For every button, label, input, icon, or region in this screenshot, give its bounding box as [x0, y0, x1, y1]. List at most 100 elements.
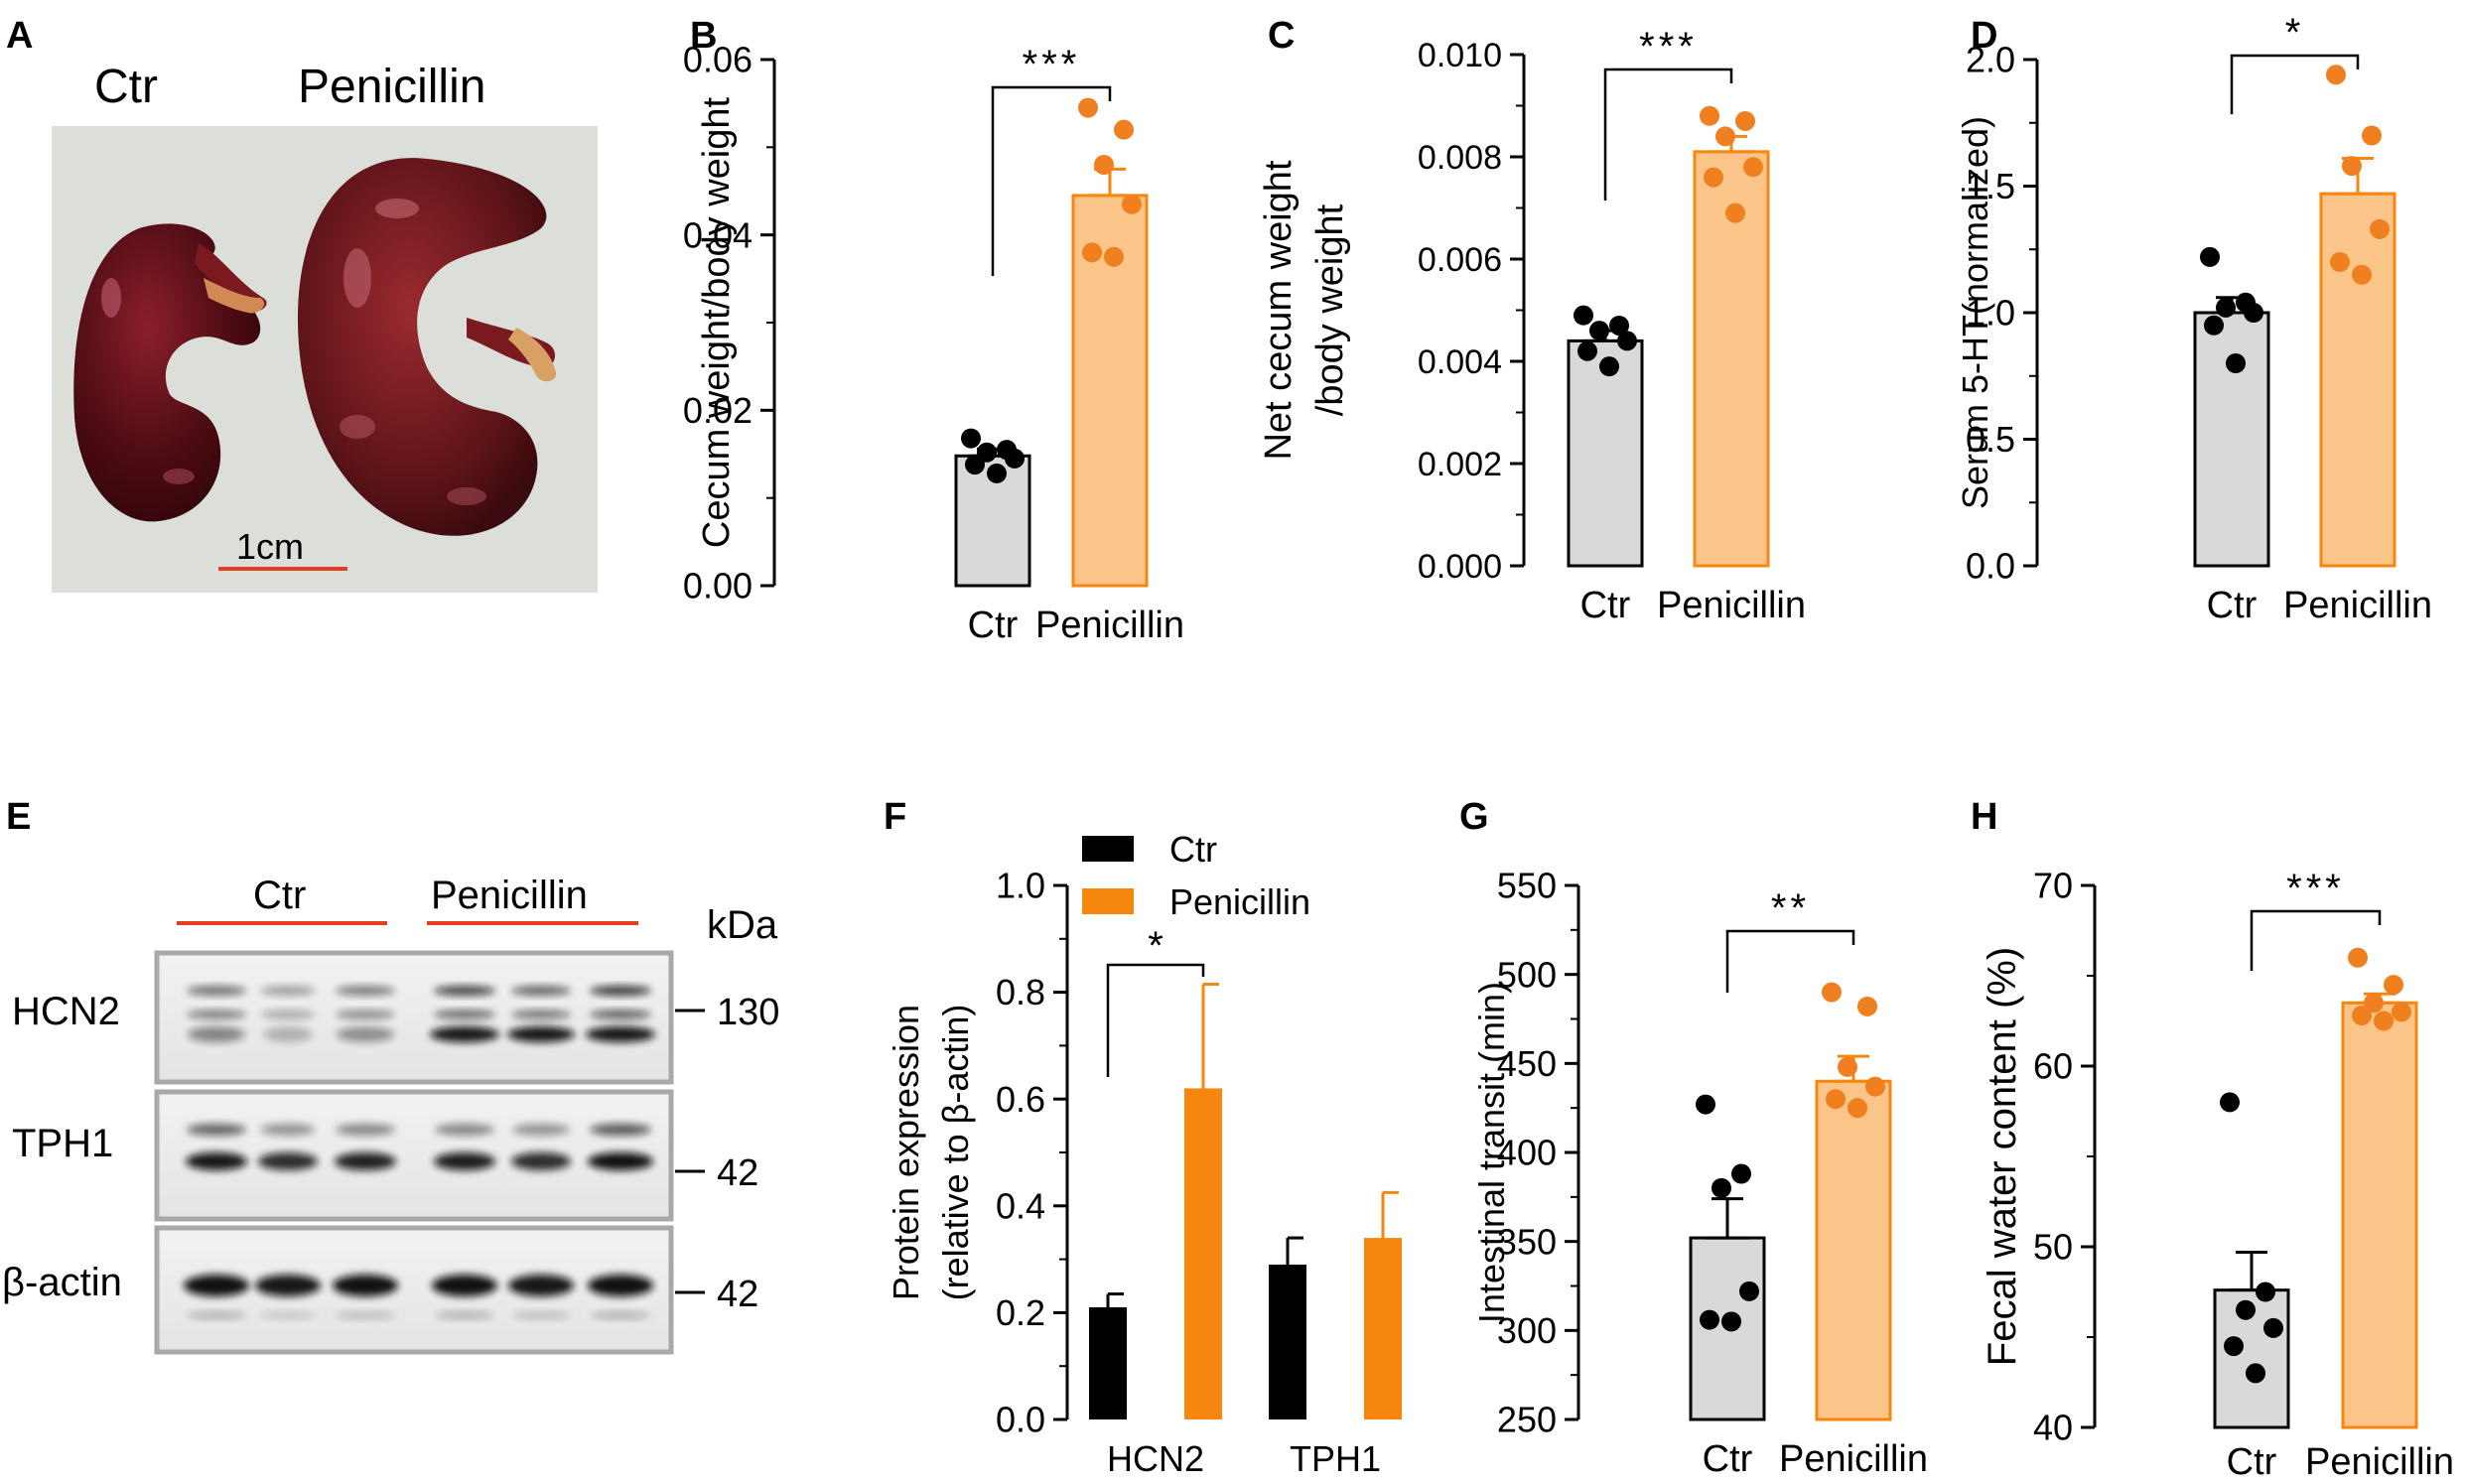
y-tick-label: 450 — [1497, 1043, 1557, 1084]
blot-band — [511, 1010, 571, 1019]
data-point-ctr — [2244, 303, 2263, 323]
blot-band — [188, 1026, 245, 1042]
blot-band — [434, 986, 495, 996]
y-axis-label: Net cecum weight — [1258, 160, 1300, 460]
panel-a-letter: A — [6, 15, 33, 57]
data-point-penicillin — [1700, 105, 1719, 126]
x-tick-label: Penicillin — [2283, 585, 2432, 626]
y-axis-label: (relative to β-actin) — [935, 1005, 976, 1301]
blot-band — [259, 1311, 317, 1319]
panel-c-letter: C — [1268, 15, 1295, 57]
data-point-penicillin — [2352, 1006, 2372, 1026]
y-tick-label: 0.02 — [683, 390, 753, 431]
blot-band — [432, 1275, 497, 1296]
blot-band — [590, 986, 651, 996]
panel-d-chart: D 0.0 0.5 1.0 1.5 2.0 Serum 5-HT(normalized) Ct… — [1955, 11, 2432, 626]
data-point-ctr — [1731, 1163, 1751, 1184]
data-point-penicillin — [1122, 194, 1142, 214]
data-point-penicillin — [2326, 65, 2346, 85]
blot-band — [336, 1124, 395, 1136]
significance-bracket — [991, 85, 1112, 276]
x-tick-label: Penicillin — [1035, 605, 1184, 646]
significance-stars: *** — [1639, 25, 1698, 68]
blot-protein-label: HCN2 — [12, 990, 120, 1033]
bar-penicillin — [2341, 1001, 2418, 1429]
y-tick-label: 0.8 — [996, 972, 1045, 1012]
data-point-ctr — [2204, 315, 2224, 336]
y-tick-label: 40 — [2033, 1408, 2073, 1448]
y-tick-label: 1.5 — [1966, 166, 2015, 206]
blot-ctr-label: Ctr — [253, 874, 306, 917]
y-tick-label: 0.00 — [683, 566, 753, 607]
data-point-ctr — [2256, 1282, 2275, 1302]
data-point-ctr — [1599, 356, 1619, 377]
data-point-ctr — [1696, 1094, 1715, 1115]
blot-band — [586, 1026, 655, 1042]
y-tick-label: 0.0 — [996, 1400, 1045, 1440]
y-tick-label: 350 — [1497, 1221, 1557, 1262]
data-point-ctr — [2263, 1317, 2283, 1338]
y-axis-label: Serum 5-HT(normalized) — [1955, 116, 1995, 509]
y-tick-label: 550 — [1497, 866, 1557, 906]
bar-penicillin — [2319, 192, 2397, 568]
significance-bracket — [1603, 67, 1733, 201]
blot-box — [154, 950, 674, 1085]
data-point-ctr — [1739, 1281, 1759, 1301]
blot-band — [511, 1152, 571, 1170]
data-point-penicillin — [2348, 947, 2368, 968]
y-axis-label: /body weight — [1309, 203, 1351, 416]
blot-band — [260, 986, 316, 996]
y-tick-label: 250 — [1497, 1400, 1557, 1440]
panel-c-chart: C 0.000 0.002 0.004 0.006 0.008 0.010 Net cecum… — [1258, 15, 1806, 626]
data-point-ctr — [2220, 1092, 2240, 1113]
x-tick-label: Ctr — [1580, 585, 1631, 626]
blot-box — [154, 1089, 674, 1222]
data-point-penicillin — [1743, 157, 1763, 178]
bar-ctr — [1269, 1264, 1306, 1419]
y-tick-label: 1.0 — [996, 866, 1045, 906]
y-tick-label: 500 — [1497, 954, 1557, 995]
data-point-ctr — [1721, 1311, 1741, 1332]
data-point-penicillin — [2370, 218, 2390, 239]
bar-ctr — [1089, 1307, 1127, 1419]
data-point-ctr — [1700, 1309, 1719, 1330]
blot-band — [187, 1311, 246, 1319]
marker-label: 42 — [717, 1274, 758, 1315]
blot-band — [435, 1124, 494, 1136]
blot-band — [258, 1152, 318, 1170]
panel-a: A Ctr Penicillin — [6, 15, 598, 593]
data-point-ctr — [2200, 246, 2220, 267]
data-point-ctr — [1577, 340, 1597, 361]
y-tick-label: 70 — [2033, 866, 2073, 906]
blot-band — [263, 1026, 313, 1042]
data-point-penicillin — [1094, 155, 1114, 175]
significance-bracket — [1725, 929, 1855, 993]
data-point-penicillin — [2392, 1002, 2411, 1022]
blot-band — [434, 1010, 495, 1019]
x-tick-label: Ctr — [968, 605, 1019, 646]
blot-band — [511, 986, 571, 996]
y-axis-label: Protein expression — [886, 1005, 926, 1300]
y-tick-label: 0.5 — [1966, 419, 2015, 460]
legend-swatch — [1082, 888, 1134, 914]
data-point-penicillin — [2384, 975, 2403, 996]
y-tick-label: 0.008 — [1418, 139, 1502, 177]
panel-f-letter: F — [884, 796, 906, 838]
data-point-ctr — [1617, 331, 1637, 351]
significance-bracket — [1106, 963, 1205, 1077]
y-tick-label: 0.002 — [1418, 446, 1502, 483]
bar-ctr — [2193, 311, 2270, 568]
marker-label: 130 — [717, 992, 779, 1033]
y-tick-label: 0.2 — [996, 1292, 1045, 1333]
blot-band — [591, 1311, 650, 1319]
blot-band — [336, 1010, 395, 1019]
data-point-penicillin — [1725, 202, 1745, 223]
data-point-ctr — [1574, 305, 1593, 326]
panel-h-chart: H 40 50 60 70 Fecal water content (%) Ctr Penic… — [1971, 796, 2454, 1483]
data-point-penicillin — [1114, 119, 1134, 140]
y-tick-label: 0.4 — [996, 1185, 1045, 1226]
x-tick-label: HCN2 — [1107, 1438, 1204, 1479]
data-point-ctr — [2246, 1363, 2265, 1384]
data-point-penicillin — [1735, 110, 1755, 131]
